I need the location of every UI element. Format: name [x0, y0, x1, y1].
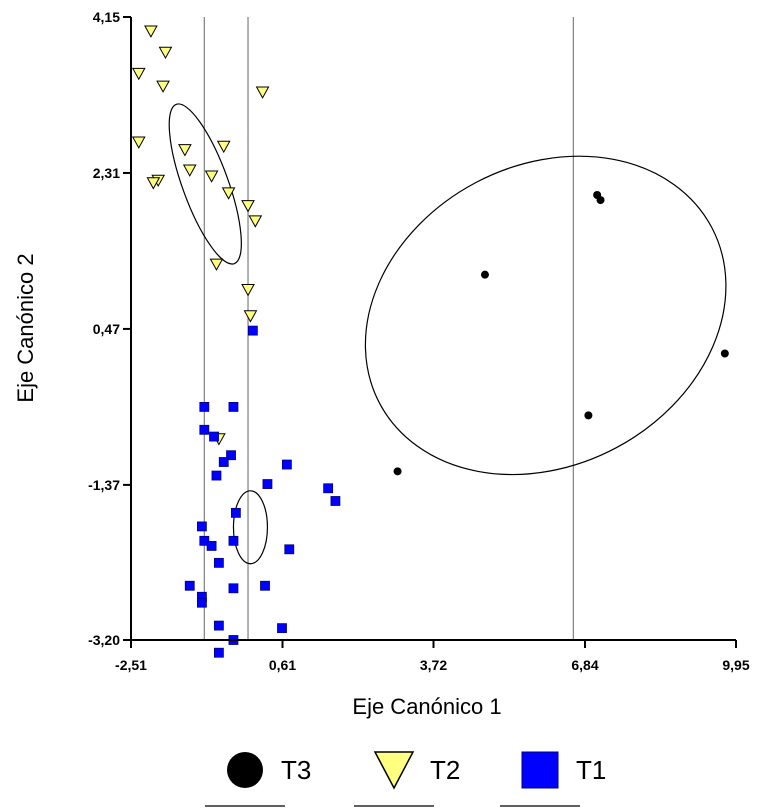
point-t1-20: [260, 580, 270, 591]
point-t2-6: [178, 144, 192, 157]
point-t1-11: [330, 496, 341, 506]
point-t3-3: [720, 349, 729, 358]
legend-label-t1: T1: [576, 755, 606, 785]
point-t1-24: [213, 620, 224, 631]
point-t1-25: [277, 623, 287, 634]
point-t1-18: [213, 557, 224, 568]
point-t1-23: [196, 597, 207, 608]
point-t1-4: [209, 431, 219, 442]
point-t1-15: [206, 541, 217, 551]
point-t1-17: [284, 544, 295, 555]
point-t1-7: [281, 459, 292, 470]
point-t2-14: [248, 215, 263, 228]
x-tick-label-4: 9,95: [722, 657, 749, 673]
point-t3-4: [584, 411, 593, 420]
point-t1-6: [218, 457, 229, 467]
point-t1-1: [199, 402, 210, 412]
point-t1-21: [228, 583, 239, 594]
axes: [123, 16, 737, 648]
point-t2-0: [144, 25, 158, 38]
point-t2-11: [146, 177, 161, 190]
x-tick-label-0: -2,51: [115, 657, 147, 673]
point-t1-12: [230, 507, 241, 518]
legend: T3 T2 T1: [205, 751, 606, 807]
legend-marker-t2: [373, 751, 415, 790]
point-t1-14: [199, 535, 210, 546]
ellipse-t2: [168, 103, 242, 265]
point-t2-3: [156, 80, 170, 93]
point-t1-10: [323, 483, 334, 494]
point-t1-16: [228, 535, 239, 546]
vertical-reference-lines: [203, 17, 574, 640]
legend-label-t2: T2: [430, 755, 460, 785]
point-t1-0: [247, 325, 258, 336]
point-t2-2: [131, 67, 146, 81]
legend-marker-t1: [521, 751, 559, 789]
point-t1-5: [226, 450, 236, 461]
point-t2-13: [241, 200, 255, 213]
x-tick-label-2: 3,72: [420, 657, 447, 673]
ellipse-t3: [364, 155, 727, 476]
point-t2-8: [182, 164, 197, 177]
data-points: [131, 25, 729, 658]
point-t3-2: [480, 270, 489, 279]
legend-marker-t3: [227, 752, 263, 788]
y-tick-label-4: 4,15: [93, 9, 120, 25]
y-tick-label-1: -1,37: [88, 477, 120, 493]
legend-label-t3: T3: [281, 755, 311, 785]
point-t3-5: [393, 467, 402, 476]
point-t2-1: [158, 46, 173, 60]
point-t1-2: [228, 402, 239, 412]
point-t2-4: [255, 86, 270, 99]
x-tick-label-3: 6,84: [571, 657, 598, 673]
point-t2-9: [204, 170, 219, 183]
point-t1-8: [211, 470, 222, 481]
point-t2-12: [221, 187, 236, 200]
point-t1-3: [199, 424, 210, 435]
point-t2-15: [209, 258, 224, 271]
point-t1-13: [196, 521, 207, 532]
point-t1-27: [213, 647, 224, 658]
point-t2-5: [131, 136, 146, 149]
point-t2-16: [241, 284, 255, 297]
x-axis-title: Eje Canónico 1: [352, 694, 501, 719]
y-axis-title: Eje Canónico 2: [13, 253, 38, 402]
point-t2-7: [216, 140, 231, 154]
point-t3-1: [596, 196, 605, 205]
y-tick-label-2: 0,47: [93, 321, 120, 337]
y-tick-label-3: 2,31: [93, 165, 120, 181]
point-t1-9: [262, 479, 273, 489]
y-tick-label-0: -3,20: [88, 632, 120, 648]
ellipse-t1: [232, 490, 269, 565]
point-t1-19: [184, 580, 195, 591]
x-tick-label-1: 0,61: [269, 657, 296, 673]
confidence-ellipses: [168, 103, 727, 565]
tick-labels: -3,20 -1,37 0,47 2,31 4,15 -2,51 0,61 3,72 6,84 9…: [88, 9, 750, 673]
point-t2-17: [243, 310, 258, 323]
